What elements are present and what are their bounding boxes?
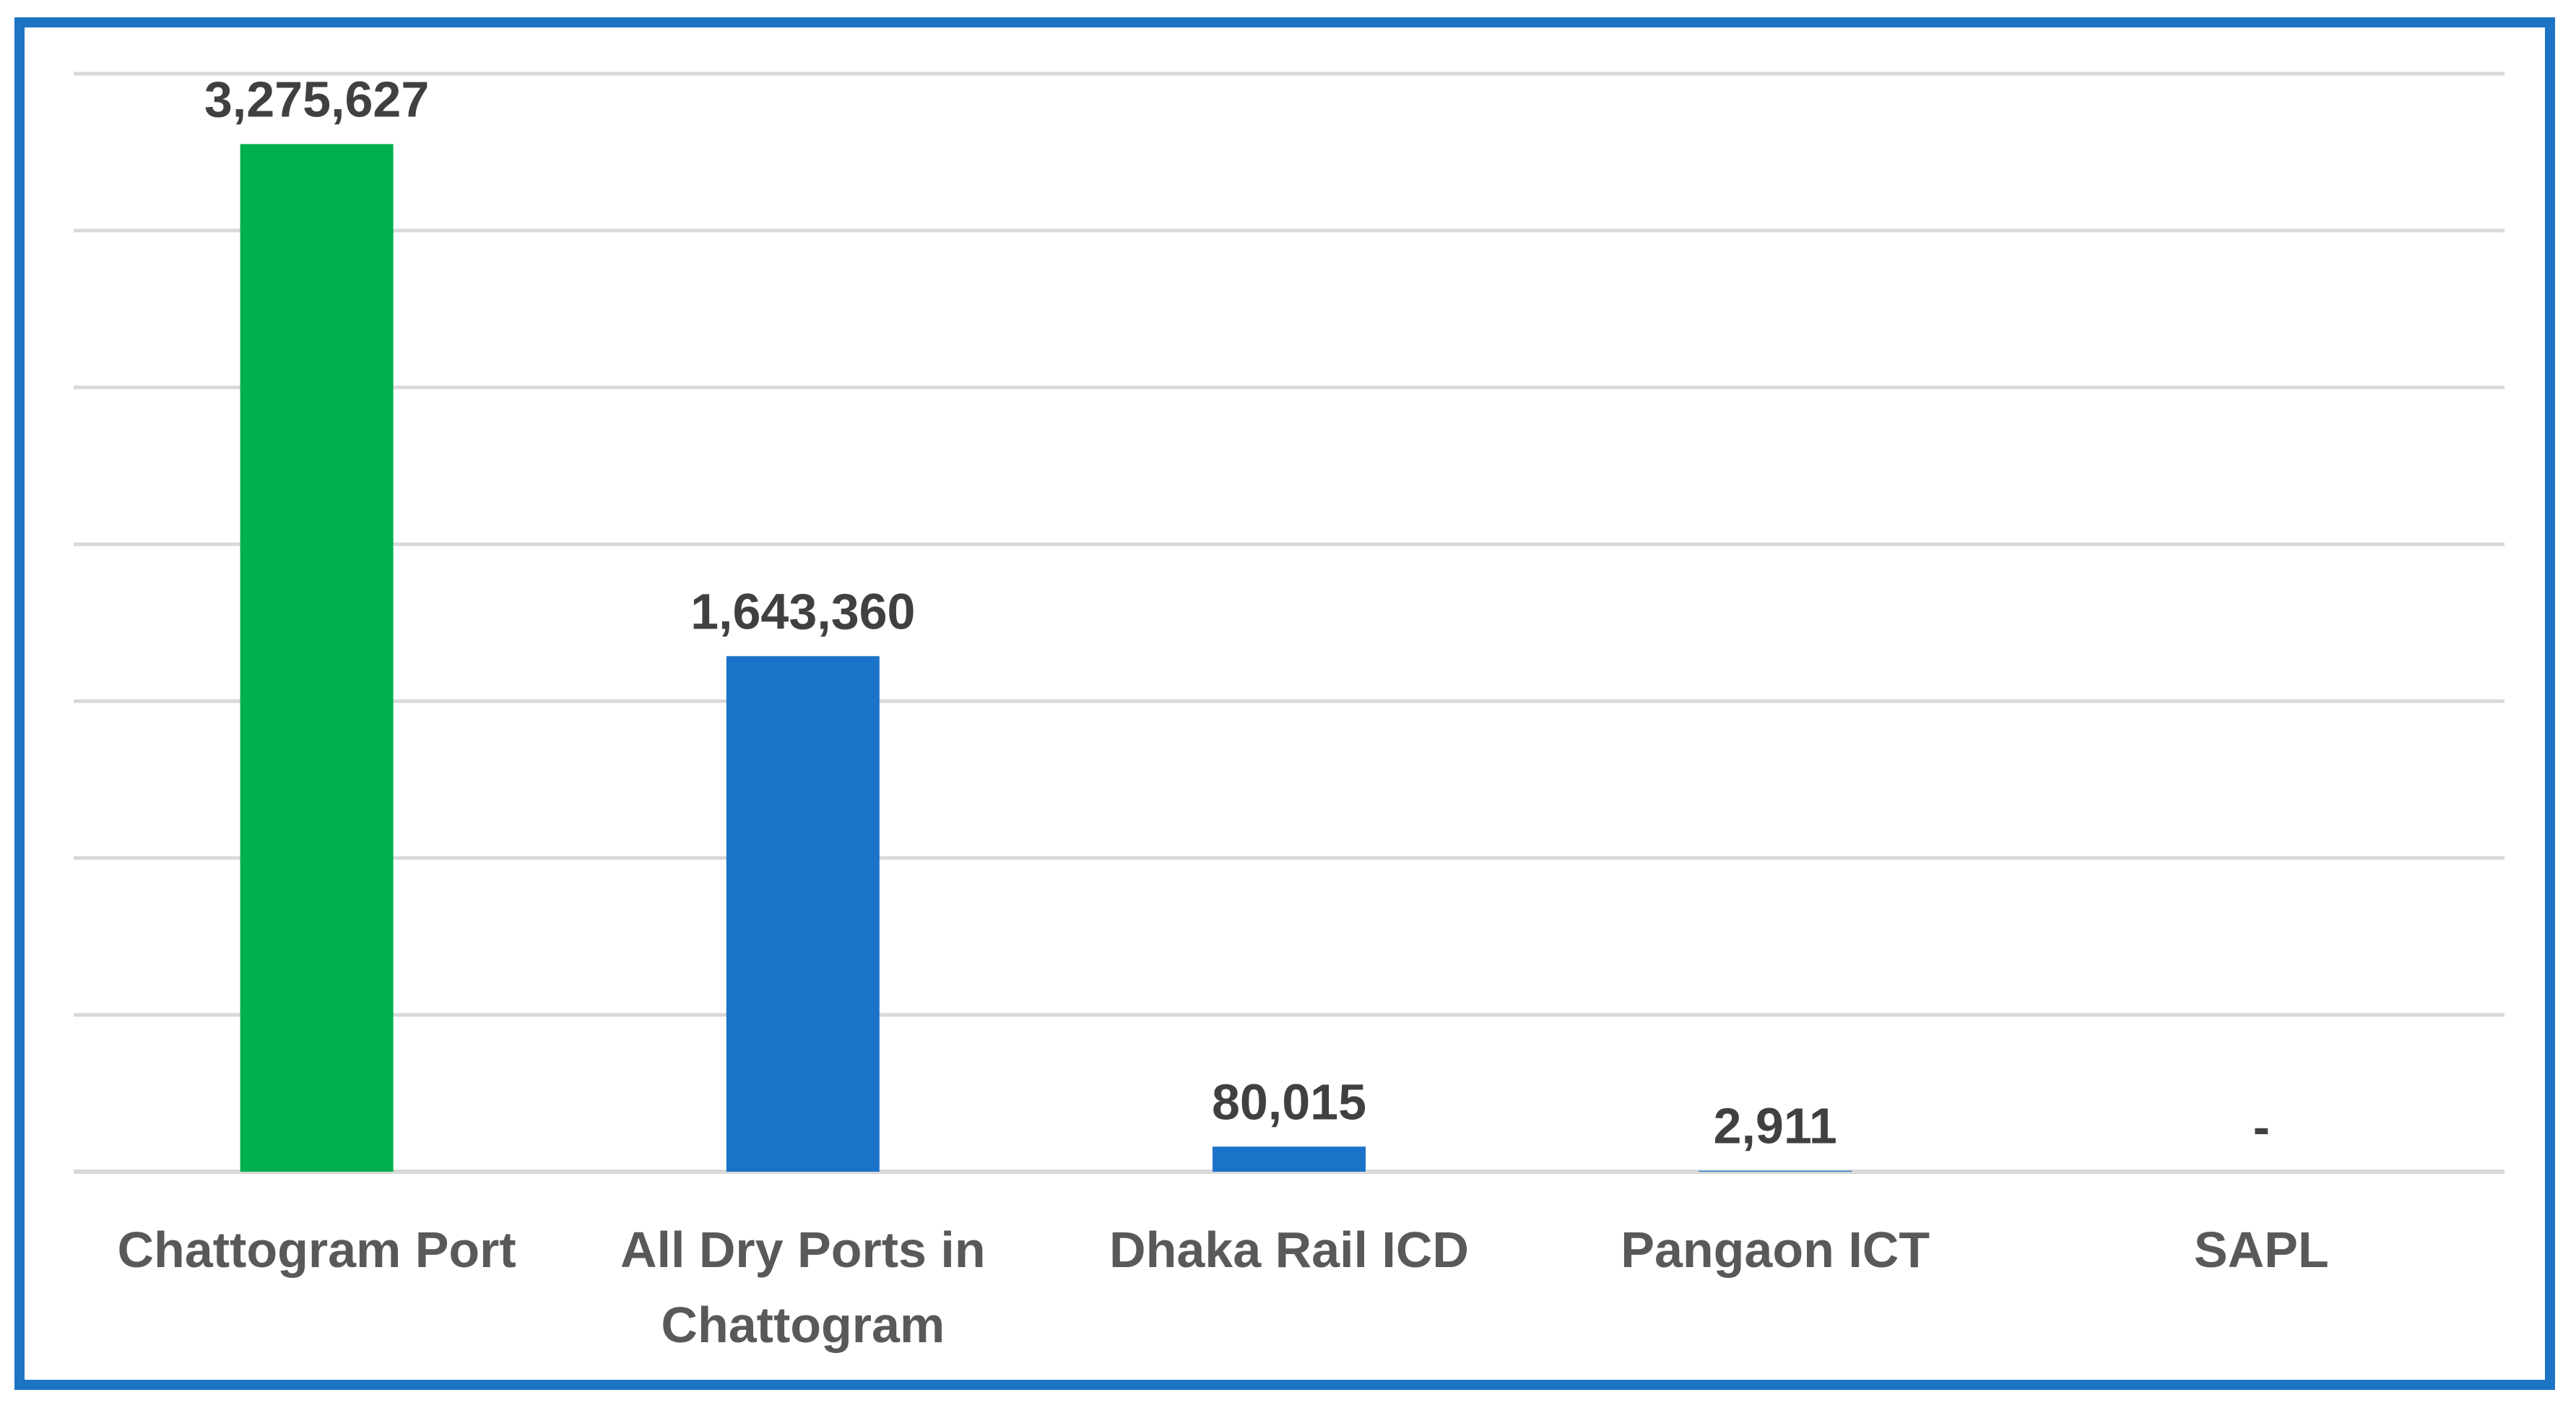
data-labels: 3,275,627 1,643,360 80,015 2,911 -: [204, 71, 2270, 1155]
category-label-0: Chattogram Port: [117, 1222, 516, 1278]
category-label-1-line-1: Chattogram: [661, 1297, 945, 1353]
category-label-2-line-0: Dhaka Rail ICD: [1109, 1222, 1469, 1278]
category-label-1: All Dry Ports in Chattogram: [620, 1222, 986, 1353]
category-label-0-line-0: Chattogram Port: [117, 1222, 516, 1278]
data-label-3: 2,911: [1714, 1098, 1837, 1154]
bar-1: [726, 656, 880, 1172]
category-label-2: Dhaka Rail ICD: [1109, 1222, 1469, 1278]
category-label-4-line-0: SAPL: [2194, 1222, 2329, 1278]
data-label-0: 3,275,627: [204, 71, 429, 127]
category-label-1-line-0: All Dry Ports in: [620, 1222, 986, 1278]
bars: [240, 144, 1852, 1172]
data-label-4: -: [2253, 1099, 2270, 1155]
bar-2: [1213, 1146, 1366, 1172]
bar-3: [1699, 1170, 1852, 1172]
category-label-4: SAPL: [2194, 1222, 2329, 1278]
bar-0: [240, 144, 394, 1172]
category-label-3-line-0: Pangaon ICT: [1621, 1222, 1930, 1278]
category-label-3: Pangaon ICT: [1621, 1222, 1930, 1278]
data-label-1: 1,643,360: [690, 583, 915, 639]
category-labels: Chattogram Port All Dry Ports in Chattogra…: [117, 1222, 2328, 1353]
gridlines: [74, 72, 2505, 1174]
data-label-2: 80,015: [1212, 1073, 1366, 1130]
